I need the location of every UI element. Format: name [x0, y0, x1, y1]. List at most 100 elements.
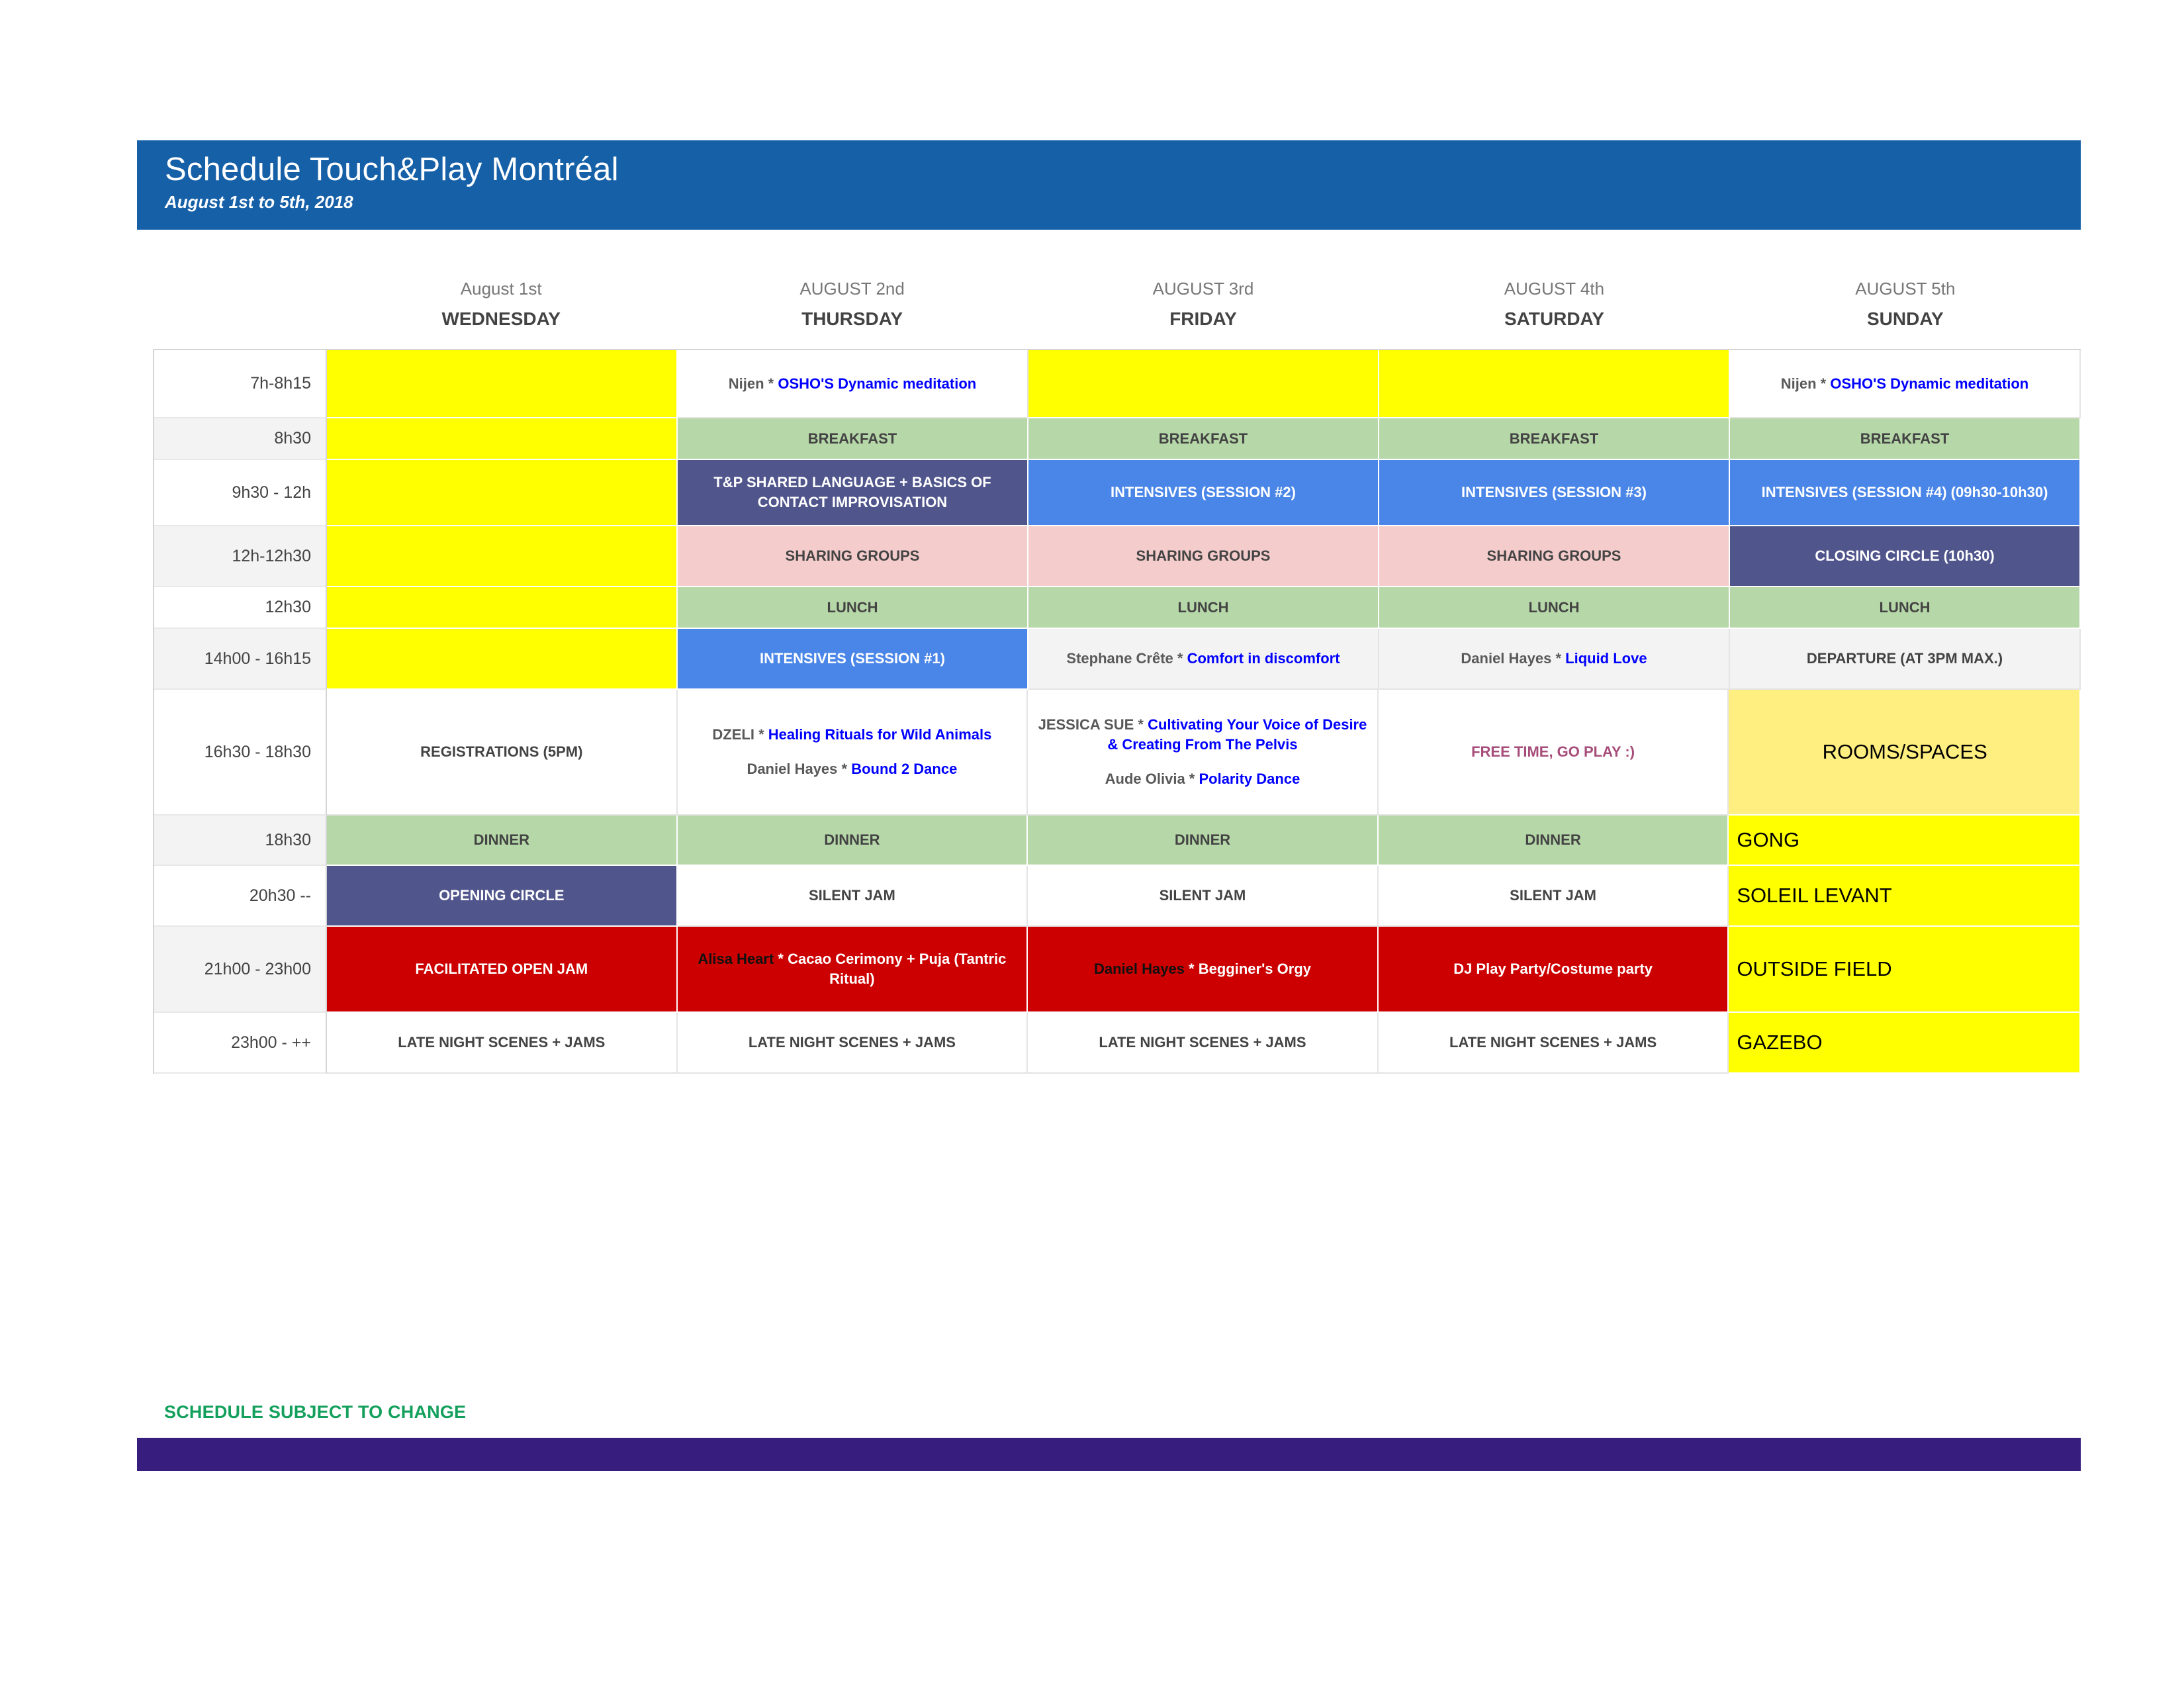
cell-sun-7h: Nijen * OSHO'S Dynamic meditation	[1730, 350, 2081, 418]
cell-fri-18h30: DINNER	[1028, 816, 1379, 866]
cell-sun-12h30: LUNCH	[1730, 587, 2081, 629]
cell-fri-9h30: INTENSIVES (SESSION #2)	[1028, 460, 1379, 526]
cell-sat-20h30: SILENT JAM	[1378, 866, 1729, 927]
cell-fri-23h: LATE NIGHT SCENES + JAMS	[1028, 1013, 1379, 1074]
page-title: Schedule Touch&Play Montréal	[165, 152, 619, 187]
cell-thu-7h: Nijen * OSHO'S Dynamic meditation	[678, 350, 1028, 418]
schedule-row: 20h30 -- OPENING CIRCLE SILENT JAM SILEN…	[154, 866, 2081, 927]
row-time-label: 12h30	[154, 587, 327, 629]
session-title: Bound 2 Dance	[851, 761, 958, 777]
schedule-row: 14h00 - 16h15 INTENSIVES (SESSION #1) St…	[154, 629, 2081, 690]
schedule-row: 18h30 DINNER DINNER DINNER DINNER GONG	[154, 816, 2081, 866]
row-time-label: 12h-12h30	[154, 526, 327, 587]
cell-sun-9h30: INTENSIVES (SESSION #4) (09h30-10h30)	[1730, 460, 2081, 526]
cell-sun-14h: DEPARTURE (AT 3PM MAX.)	[1730, 629, 2081, 690]
cell-thu-20h30: SILENT JAM	[677, 866, 1028, 927]
row-time-label: 18h30	[154, 816, 327, 866]
cell-sun-12h: CLOSING CIRCLE (10h30)	[1730, 526, 2081, 587]
cell-sun-8h30: BREAKFAST	[1730, 418, 2081, 460]
day-date: AUGUST 3rd	[1152, 279, 1254, 299]
day-column-header-sunday: AUGUST 5th SUNDAY	[1730, 275, 2081, 348]
session-title: Liquid Love	[1565, 650, 1647, 667]
cell-sat-18h30: DINNER	[1378, 816, 1729, 866]
day-name: FRIDAY	[1169, 308, 1237, 329]
schedule-row: 16h30 - 18h30 REGISTRATIONS (5PM) DZELI …	[154, 690, 2081, 816]
session-title: Cultivating Your Voice of Desire & Creat…	[1107, 716, 1367, 753]
room-label: OUTSIDE FIELD	[1737, 957, 1892, 980]
cell-sat-14h: Daniel Hayes * Liquid Love	[1379, 629, 1730, 690]
session-title: * Begginer's Orgy	[1189, 961, 1311, 977]
schedule-row: 8h30 BREAKFAST BREAKFAST BREAKFAST BREAK…	[154, 418, 2081, 460]
cell-thu-14h: INTENSIVES (SESSION #1)	[678, 629, 1028, 690]
cell-fri-14h: Stephane Crête * Comfort in discomfort	[1028, 629, 1379, 690]
day-column-header-saturday: AUGUST 4th SATURDAY	[1379, 275, 1729, 348]
presenter-name: JESSICA SUE *	[1038, 716, 1148, 733]
day-date: AUGUST 5th	[1855, 279, 1956, 299]
cell-sat-23h: LATE NIGHT SCENES + JAMS	[1378, 1013, 1729, 1074]
cell-thu-12h: SHARING GROUPS	[678, 526, 1028, 587]
cell-wed-7h	[327, 350, 678, 418]
session-title: * Cacao Cerimony + Puja (Tantric Ritual)	[778, 951, 1007, 987]
cell-fri-8h30: BREAKFAST	[1028, 418, 1379, 460]
schedule-row: 12h-12h30 SHARING GROUPS SHARING GROUPS …	[154, 526, 2081, 587]
cell-sat-8h30: BREAKFAST	[1379, 418, 1730, 460]
cell-fri-12h: SHARING GROUPS	[1028, 526, 1379, 587]
day-name: THURSDAY	[801, 308, 903, 329]
cell-wed-23h: LATE NIGHT SCENES + JAMS	[327, 1013, 678, 1074]
room-label: ROOMS/SPACES	[1822, 740, 1987, 763]
day-date: AUGUST 4th	[1504, 279, 1605, 299]
cell-sun-16h30: ROOMS/SPACES	[1729, 690, 2081, 816]
schedule-row: 12h30 LUNCH LUNCH LUNCH LUNCH	[154, 587, 2081, 629]
room-label: GONG	[1737, 828, 1800, 851]
row-time-label: 8h30	[154, 418, 327, 460]
day-column-header-thursday: AUGUST 2nd THURSDAY	[676, 275, 1027, 348]
day-name: WEDNESDAY	[441, 308, 561, 329]
footer-bar	[137, 1438, 2081, 1471]
room-label: SOLEIL LEVANT	[1737, 884, 1892, 907]
cell-fri-16h30: JESSICA SUE * Cultivating Your Voice of …	[1028, 690, 1379, 816]
cell-sat-16h30: FREE TIME, GO PLAY :)	[1378, 690, 1729, 816]
schedule-row: 7h-8h15 Nijen * OSHO'S Dynamic meditatio…	[154, 350, 2081, 418]
cell-sun-18h30: GONG	[1729, 816, 2081, 866]
session-title: OSHO'S Dynamic meditation	[1830, 375, 2029, 392]
presenter-name: Daniel Hayes *	[1461, 650, 1566, 667]
cell-sat-9h30: INTENSIVES (SESSION #3)	[1379, 460, 1730, 526]
cell-fri-12h30: LUNCH	[1028, 587, 1379, 629]
cell-wed-21h: FACILITATED OPEN JAM	[327, 927, 678, 1013]
cell-thu-16h30: DZELI * Healing Rituals for Wild Animals…	[677, 690, 1028, 816]
cell-thu-18h30: DINNER	[677, 816, 1028, 866]
row-time-label: 14h00 - 16h15	[154, 629, 327, 690]
cell-wed-16h30: REGISTRATIONS (5PM)	[327, 690, 678, 816]
row-time-label: 21h00 - 23h00	[154, 927, 327, 1013]
row-time-label: 16h30 - 18h30	[154, 690, 327, 816]
cell-sat-7h	[1379, 350, 1730, 418]
cell-wed-12h30	[327, 587, 678, 629]
presenter-name: Alisa Heart	[698, 951, 778, 967]
cell-wed-18h30: DINNER	[327, 816, 678, 866]
cell-fri-7h	[1028, 350, 1379, 418]
cell-thu-23h: LATE NIGHT SCENES + JAMS	[677, 1013, 1028, 1074]
title-banner: Schedule Touch&Play Montréal August 1st …	[137, 140, 2081, 230]
session-title: Comfort in discomfort	[1187, 650, 1340, 667]
cell-sat-12h: SHARING GROUPS	[1379, 526, 1730, 587]
cell-wed-12h	[327, 526, 678, 587]
schedule-row: 21h00 - 23h00 FACILITATED OPEN JAM Alisa…	[154, 927, 2081, 1013]
row-time-label: 7h-8h15	[154, 350, 327, 418]
presenter-name: Stephane Crête *	[1066, 650, 1187, 667]
cell-fri-21h: Daniel Hayes * Begginer's Orgy	[1028, 927, 1379, 1013]
cell-sat-12h30: LUNCH	[1379, 587, 1730, 629]
cell-sun-20h30: SOLEIL LEVANT	[1729, 866, 2081, 927]
cell-sun-23h: GAZEBO	[1729, 1013, 2081, 1074]
session-title: Healing Rituals for Wild Animals	[768, 726, 992, 743]
header-time-spacer	[153, 275, 326, 348]
page-subtitle: August 1st to 5th, 2018	[165, 192, 353, 212]
cell-thu-8h30: BREAKFAST	[678, 418, 1028, 460]
session-title: Polarity Dance	[1199, 771, 1300, 787]
cell-sun-21h: OUTSIDE FIELD	[1729, 927, 2081, 1013]
cell-wed-14h	[327, 629, 678, 690]
session-title: OSHO'S Dynamic meditation	[778, 375, 977, 392]
row-time-label: 23h00 - ++	[154, 1013, 327, 1074]
cell-sat-21h: DJ Play Party/Costume party	[1378, 927, 1729, 1013]
presenter-name: Nijen *	[728, 375, 778, 392]
